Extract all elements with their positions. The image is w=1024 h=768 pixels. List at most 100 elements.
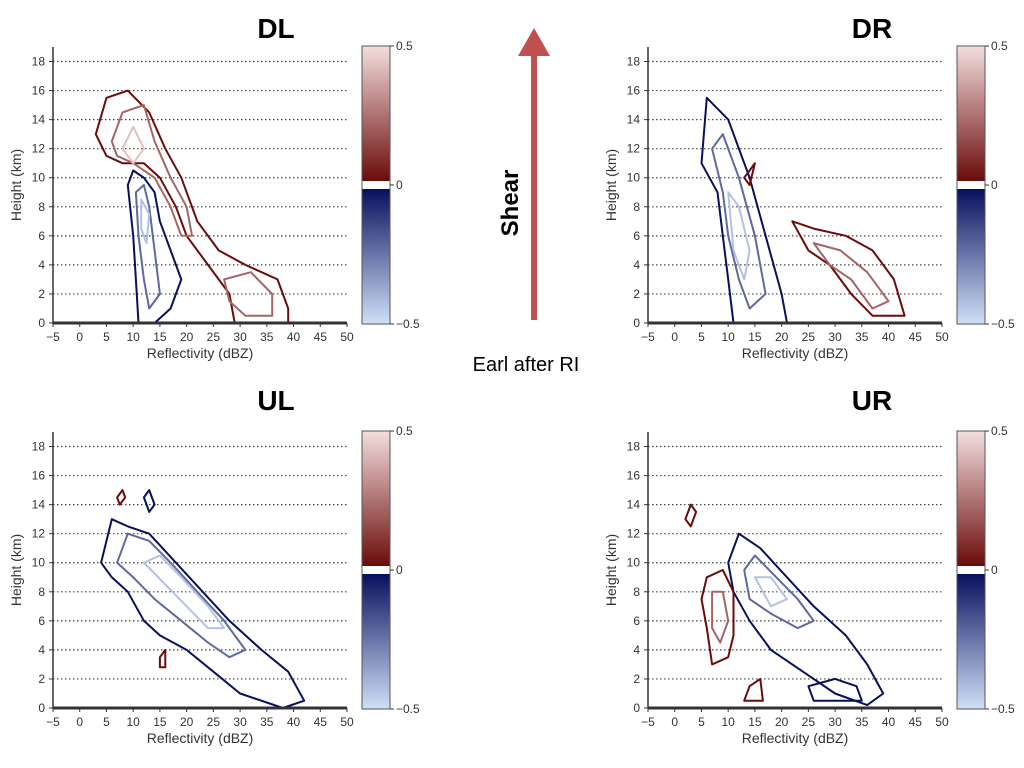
colorbar-positive	[957, 431, 985, 566]
colorbar-tick-label: 0.5	[991, 424, 1008, 438]
x-tick-label: 30	[233, 330, 247, 344]
y-axis-label: Height (km)	[603, 534, 619, 606]
y-tick-label: 4	[633, 258, 640, 272]
x-tick-label: 45	[909, 330, 923, 344]
x-tick-label: 5	[103, 330, 110, 344]
x-tick-label: −5	[641, 715, 655, 729]
y-tick-label: 18	[32, 55, 46, 69]
colorbar-negative	[362, 189, 390, 324]
y-tick-label: 6	[38, 229, 45, 243]
x-tick-label: 40	[882, 715, 896, 729]
colorbar-tick-label: 0	[991, 563, 998, 577]
y-tick-label: 0	[633, 701, 640, 715]
colorbar-negative	[362, 574, 390, 709]
y-tick-label: 14	[627, 113, 641, 127]
x-tick-label: −5	[641, 330, 655, 344]
colorbar: 0.5 0 −0.5	[361, 39, 420, 331]
colorbar-tick-label: −0.5	[991, 317, 1015, 331]
panel-title: DL	[257, 13, 294, 44]
x-tick-label: 50	[935, 715, 949, 729]
colorbar-positive	[362, 431, 390, 566]
contour-line-positive	[684, 503, 698, 528]
x-tick-label: 25	[802, 715, 816, 729]
contour-line-negative	[126, 169, 183, 324]
x-tick-label: 10	[722, 330, 736, 344]
x-tick-label: 30	[828, 330, 842, 344]
y-tick-label: 6	[633, 229, 640, 243]
y-tick-label: 16	[32, 469, 46, 483]
x-tick-label: 20	[180, 330, 194, 344]
x-tick-label: 40	[882, 330, 896, 344]
x-tick-label: 25	[207, 330, 221, 344]
y-tick-label: 0	[38, 701, 45, 715]
x-tick-label: 15	[153, 330, 167, 344]
y-tick-label: 8	[633, 585, 640, 599]
x-tick-label: 45	[314, 715, 328, 729]
y-tick-label: 18	[32, 440, 46, 454]
panel-title: DR	[852, 13, 892, 44]
colorbar-tick-label: −0.5	[991, 702, 1015, 716]
contour-line-positive	[223, 271, 274, 317]
colorbar-tick-label: −0.5	[396, 702, 420, 716]
contour-line-positive	[158, 648, 167, 669]
y-tick-label: 2	[38, 672, 45, 686]
y-tick-label: 2	[38, 287, 45, 301]
x-tick-label: 20	[180, 715, 194, 729]
y-axis-label: Height (km)	[8, 534, 24, 606]
x-tick-label: 30	[828, 715, 842, 729]
y-tick-label: 16	[627, 84, 641, 98]
x-tick-label: 15	[153, 715, 167, 729]
contour-line-negative	[700, 96, 788, 324]
y-tick-label: 14	[32, 113, 46, 127]
y-tick-label: 10	[627, 171, 641, 185]
x-tick-label: 0	[671, 715, 678, 729]
contour-line-positive	[116, 489, 127, 506]
colorbar-negative	[957, 574, 985, 709]
contour-line-negative	[753, 576, 788, 608]
colorbar-tick-label: 0.5	[396, 39, 413, 53]
contour-line-positive	[743, 162, 756, 186]
contour-line-negative	[727, 191, 751, 281]
y-tick-label: 12	[32, 142, 46, 156]
y-tick-label: 4	[38, 643, 45, 657]
shear-arrow	[518, 28, 550, 320]
panel-dl: DL−5 0 5 10 15 20 25 30 35 40 45 50024681012141618R…	[8, 13, 420, 361]
x-tick-label: 40	[287, 330, 301, 344]
y-tick-label: 18	[627, 440, 641, 454]
colorbar-tick-label: 0	[396, 563, 403, 577]
y-tick-label: 18	[627, 55, 641, 69]
x-tick-label: 0	[671, 330, 678, 344]
panel-dr: DR−5 0 5 10 15 20 25 30 35 40 45 50024681012141618R…	[603, 13, 1015, 361]
x-tick-label: 25	[207, 715, 221, 729]
y-tick-label: 0	[38, 316, 45, 330]
x-tick-label: 15	[748, 330, 762, 344]
x-axis-label: Reflectivity (dBZ)	[742, 345, 849, 361]
y-tick-label: 6	[38, 614, 45, 628]
colorbar-tick-label: 0	[396, 178, 403, 192]
contour-line-negative	[100, 518, 306, 709]
contour-line-negative	[727, 532, 885, 707]
x-tick-label: 35	[260, 330, 274, 344]
x-tick-label: 5	[698, 330, 705, 344]
y-tick-label: 8	[38, 585, 45, 599]
y-tick-label: 8	[633, 200, 640, 214]
colorbar-negative	[957, 189, 985, 324]
y-tick-label: 10	[32, 171, 46, 185]
y-tick-label: 4	[633, 643, 640, 657]
contour-line-positive	[121, 125, 145, 165]
x-tick-label: −5	[46, 330, 60, 344]
y-tick-label: 16	[32, 84, 46, 98]
colorbar-tick-label: 0.5	[396, 424, 413, 438]
figure-caption: Earl after RI	[473, 354, 580, 376]
x-tick-label: 50	[340, 330, 354, 344]
panel-ur: UR−5 0 5 10 15 20 25 30 35 40 45 50024681012141618R…	[603, 385, 1015, 746]
y-tick-label: 2	[633, 287, 640, 301]
x-tick-label: 40	[287, 715, 301, 729]
x-tick-label: 20	[775, 715, 789, 729]
shear-arrow-head	[518, 28, 550, 56]
colorbar-tick-label: −0.5	[396, 317, 420, 331]
x-tick-label: −5	[46, 715, 60, 729]
y-tick-label: 14	[627, 498, 641, 512]
x-tick-label: 10	[127, 715, 141, 729]
